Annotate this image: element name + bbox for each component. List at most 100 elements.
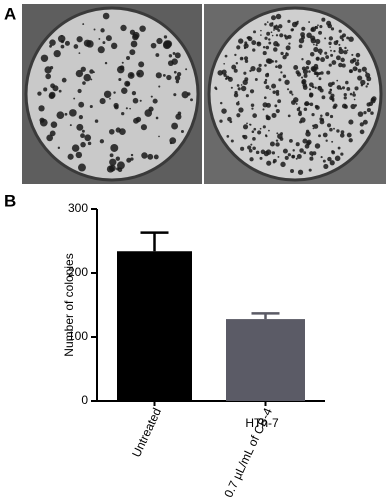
colony bbox=[274, 25, 280, 31]
colony bbox=[341, 103, 347, 109]
colony bbox=[238, 38, 244, 44]
colony bbox=[354, 61, 360, 66]
colony bbox=[262, 51, 267, 56]
colony bbox=[304, 143, 310, 149]
colony bbox=[125, 107, 128, 110]
colony bbox=[263, 96, 267, 100]
colony bbox=[278, 78, 282, 82]
colony bbox=[322, 132, 328, 138]
colony bbox=[244, 41, 248, 45]
colony bbox=[291, 21, 298, 28]
colony bbox=[296, 72, 302, 77]
colony bbox=[293, 65, 299, 70]
colony bbox=[311, 112, 315, 117]
colony bbox=[110, 42, 118, 50]
colony bbox=[331, 60, 337, 65]
colony bbox=[268, 129, 270, 132]
colony bbox=[265, 149, 272, 155]
colony bbox=[73, 97, 76, 100]
colony bbox=[249, 123, 251, 126]
colony bbox=[230, 139, 234, 143]
colony bbox=[44, 66, 52, 74]
colony bbox=[150, 42, 157, 49]
colony bbox=[312, 124, 315, 128]
colony bbox=[252, 136, 256, 141]
colony bbox=[326, 123, 332, 128]
colony bbox=[130, 157, 134, 161]
colony bbox=[290, 169, 295, 173]
colony bbox=[328, 41, 332, 46]
colony bbox=[346, 87, 351, 91]
colony bbox=[360, 79, 366, 86]
colony bbox=[109, 153, 114, 158]
colony bbox=[118, 77, 122, 82]
colony bbox=[275, 108, 280, 114]
colony bbox=[242, 124, 249, 130]
colony bbox=[338, 62, 343, 68]
colony bbox=[320, 57, 326, 63]
colony bbox=[234, 53, 237, 57]
colony bbox=[274, 104, 278, 108]
colony bbox=[329, 160, 335, 166]
colony bbox=[242, 79, 248, 86]
colony bbox=[227, 116, 232, 122]
colony bbox=[266, 21, 269, 23]
colony bbox=[132, 97, 139, 104]
colony bbox=[173, 70, 177, 74]
colony bbox=[60, 40, 65, 44]
colony bbox=[329, 127, 333, 132]
colony bbox=[129, 49, 136, 56]
colony bbox=[279, 33, 284, 38]
colony bbox=[113, 102, 119, 109]
colony bbox=[336, 79, 339, 82]
colony bbox=[99, 98, 106, 105]
colony bbox=[313, 123, 319, 129]
colony bbox=[251, 40, 257, 46]
colony bbox=[363, 111, 367, 115]
colony bbox=[236, 84, 240, 87]
colony bbox=[292, 149, 295, 152]
colony bbox=[242, 134, 248, 140]
colony bbox=[287, 19, 291, 23]
colony bbox=[309, 102, 314, 107]
colony bbox=[359, 122, 364, 127]
colony bbox=[240, 146, 245, 151]
colony bbox=[333, 49, 336, 53]
colony bbox=[282, 148, 288, 154]
colony bbox=[296, 20, 299, 23]
colony bbox=[124, 80, 131, 87]
colony bbox=[130, 40, 138, 48]
colony bbox=[233, 68, 238, 73]
y-tick-label: 200 bbox=[68, 265, 88, 279]
colony bbox=[301, 80, 306, 85]
colony bbox=[39, 117, 45, 123]
colony bbox=[269, 88, 271, 91]
colony bbox=[173, 93, 177, 97]
colony bbox=[49, 39, 56, 46]
colony bbox=[346, 49, 349, 52]
colony bbox=[130, 153, 134, 157]
colony bbox=[319, 88, 324, 93]
colony bbox=[320, 155, 323, 159]
colony bbox=[301, 58, 304, 61]
colony bbox=[355, 52, 361, 58]
colony bbox=[320, 71, 324, 75]
colony bbox=[301, 76, 304, 79]
colony bbox=[287, 114, 291, 118]
colony bbox=[295, 102, 298, 105]
colony bbox=[49, 66, 54, 70]
colony bbox=[140, 124, 148, 131]
colony bbox=[176, 72, 182, 77]
colony bbox=[257, 130, 262, 135]
colony bbox=[278, 24, 283, 29]
colony bbox=[76, 36, 83, 43]
colony bbox=[344, 46, 347, 50]
colony bbox=[78, 101, 85, 108]
colony bbox=[180, 130, 184, 134]
colony bbox=[252, 48, 256, 52]
colony bbox=[240, 84, 243, 86]
colony bbox=[305, 59, 311, 66]
colony bbox=[217, 70, 223, 76]
colony bbox=[144, 109, 153, 117]
colony bbox=[280, 71, 283, 74]
